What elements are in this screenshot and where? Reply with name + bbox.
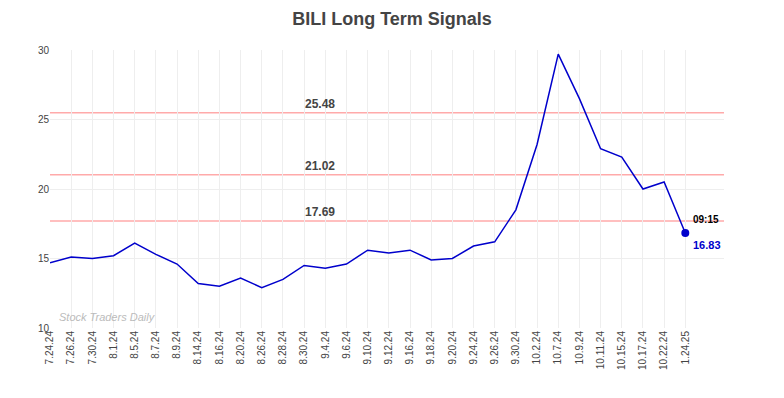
svg-text:9.30.24: 9.30.24 [510,331,521,365]
svg-text:8.7.24: 8.7.24 [150,331,161,359]
svg-text:10.15.24: 10.15.24 [616,331,627,370]
svg-text:17.69: 17.69 [305,205,335,219]
svg-text:15: 15 [38,253,50,264]
svg-text:25.48: 25.48 [305,97,335,111]
svg-text:9.6.24: 9.6.24 [341,331,352,359]
svg-text:10: 10 [38,323,50,334]
svg-text:9.16.24: 9.16.24 [404,331,415,365]
svg-text:8.28.24: 8.28.24 [277,331,288,365]
svg-text:10.11.24: 10.11.24 [595,331,606,370]
svg-text:8.16.24: 8.16.24 [214,331,225,365]
svg-text:Stock Traders Daily: Stock Traders Daily [59,311,156,323]
svg-text:10.17.24: 10.17.24 [637,331,648,370]
svg-text:8.30.24: 8.30.24 [298,331,309,365]
svg-text:BILI Long Term Signals: BILI Long Term Signals [292,9,492,29]
svg-text:09:15: 09:15 [693,214,719,225]
svg-text:8.20.24: 8.20.24 [235,331,246,365]
svg-text:9.10.24: 9.10.24 [362,331,373,365]
svg-text:21.02: 21.02 [305,159,335,173]
svg-text:8.1.24: 8.1.24 [108,331,119,359]
svg-text:25: 25 [38,114,50,125]
svg-text:9.26.24: 9.26.24 [489,331,500,365]
svg-text:10.22.24: 10.22.24 [658,331,669,370]
svg-text:8.26.24: 8.26.24 [256,331,267,365]
svg-text:7.30.24: 7.30.24 [87,331,98,365]
svg-text:10.9.24: 10.9.24 [574,331,585,365]
svg-text:30: 30 [38,45,50,56]
svg-text:9.20.24: 9.20.24 [447,331,458,365]
svg-text:9.18.24: 9.18.24 [425,331,436,365]
svg-text:8.5.24: 8.5.24 [129,331,140,359]
svg-text:20: 20 [38,184,50,195]
svg-text:7.26.24: 7.26.24 [65,331,76,365]
svg-text:8.9.24: 8.9.24 [171,331,182,359]
svg-text:9.4.24: 9.4.24 [320,331,331,359]
svg-text:16.83: 16.83 [693,239,721,251]
svg-text:1.24.25: 1.24.25 [680,331,691,365]
svg-text:10.7.24: 10.7.24 [552,331,563,365]
svg-text:9.24.24: 9.24.24 [468,331,479,365]
svg-text:8.14.24: 8.14.24 [192,331,203,365]
svg-text:7.24.24: 7.24.24 [44,331,55,365]
svg-text:9.12.24: 9.12.24 [383,331,394,365]
svg-text:10.2.24: 10.2.24 [531,331,542,365]
